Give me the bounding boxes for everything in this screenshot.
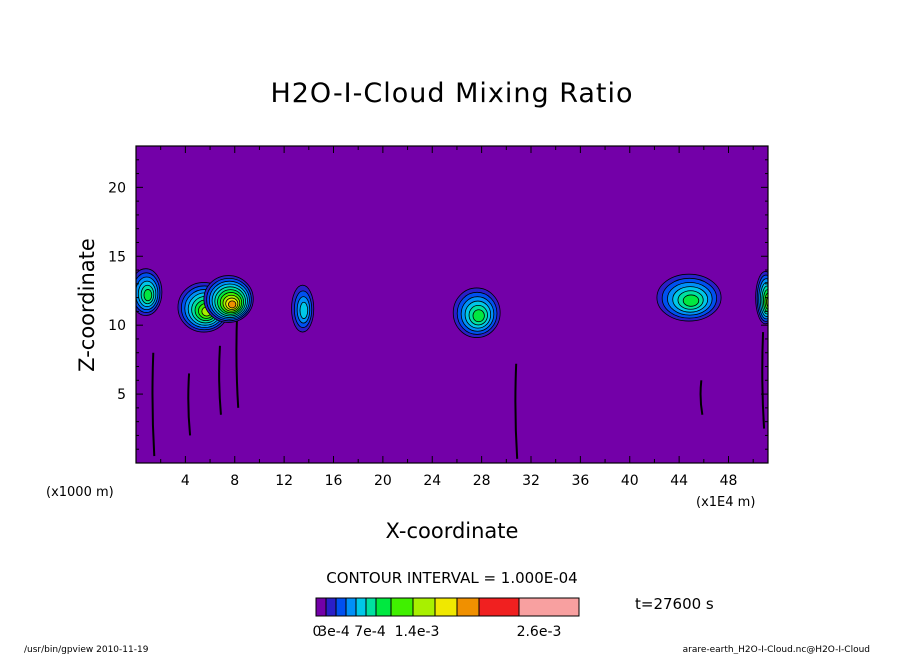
colorbar-swatch (478, 597, 520, 617)
contour-cell (682, 294, 700, 307)
contour-cell (228, 300, 237, 309)
contour-streak (151, 352, 156, 457)
contour-streak (514, 363, 519, 459)
colorbar-label: 1.4e-3 (395, 624, 440, 640)
colorbar-swatch (355, 597, 367, 617)
x-tick-label: 20 (374, 473, 392, 489)
x-tick-label: 12 (275, 473, 293, 489)
contour-streak (218, 345, 222, 415)
x-tick-label: 32 (522, 473, 540, 489)
contour-streak (699, 380, 704, 415)
x-tick-label: 44 (670, 473, 688, 489)
contour-fields (136, 268, 768, 459)
colorbar-swatch (456, 597, 480, 617)
colorbar-swatch (365, 597, 377, 617)
x-tick-label: 48 (720, 473, 738, 489)
contour-streak (187, 373, 192, 436)
colorbar-label: 2.6e-3 (517, 624, 562, 640)
x-axis-label: X-coordinate (386, 519, 519, 543)
footer-right: arare-earth_H2O-I-Cloud.nc@H2O-I-Cloud (683, 645, 870, 654)
x-tick-label: 28 (473, 473, 491, 489)
x-tick-label: 24 (423, 473, 441, 489)
colorbar-label: 3e-4 (318, 624, 350, 640)
plot-frame (135, 145, 769, 464)
colorbar-swatch (390, 597, 414, 617)
colorbar: 03e-4 7e-4 1.4e-3 2.6e-3 (313, 597, 580, 640)
x-tick-label: 40 (621, 473, 639, 489)
colorbar-swatch (518, 597, 580, 617)
colorbar-label: 7e-4 (354, 624, 386, 640)
colorbar-swatch (335, 597, 347, 617)
x-unit-left: (x1000 m) (46, 485, 114, 500)
x-tick-label: 8 (230, 473, 239, 489)
x-unit-right: (x1E4 m) (696, 495, 755, 510)
x-tick-label: 36 (571, 473, 589, 489)
contour-cell (472, 309, 485, 323)
colorbar-swatch (345, 597, 357, 617)
colorbar-label: 0 (313, 624, 322, 640)
colorbar-swatch (412, 597, 436, 617)
colorbar-swatch (434, 597, 458, 617)
contour-streak (761, 332, 766, 429)
y-tick-label: 5 (117, 387, 126, 403)
contour-cell (143, 289, 153, 302)
footer-left: /usr/bin/gpview 2010-11-19 (24, 645, 149, 654)
x-tick-label: 16 (325, 473, 343, 489)
time-text: t=27600 s (635, 595, 714, 613)
colorbar-swatch (375, 597, 392, 617)
y-axis-label: Z-coordinate (75, 238, 99, 372)
chart-title: H2O-I-Cloud Mixing Ratio (270, 78, 633, 109)
colorbar-swatch (315, 597, 327, 617)
contour-cell (299, 301, 309, 319)
y-tick-label: 15 (108, 249, 126, 265)
y-tick-label: 20 (108, 180, 126, 196)
x-tick-label: 4 (181, 473, 190, 489)
contour-interval-text: CONTOUR INTERVAL = 1.000E-04 (326, 569, 577, 587)
y-tick-label: 10 (108, 318, 126, 334)
colorbar-swatch (325, 597, 337, 617)
